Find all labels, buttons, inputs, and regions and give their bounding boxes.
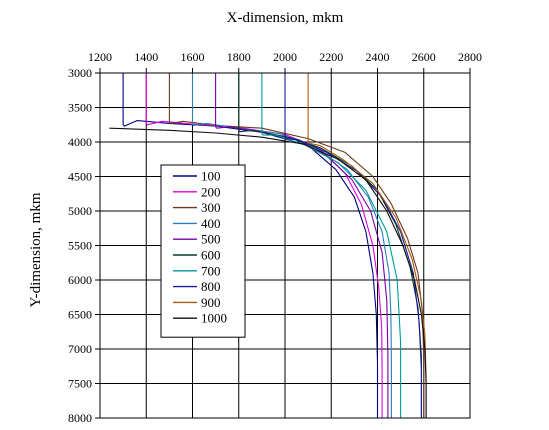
legend-label: 200	[201, 184, 221, 199]
legend-label: 1000	[201, 311, 227, 326]
x-tick-label: 1800	[227, 50, 251, 64]
y-tick-label: 5000	[68, 204, 92, 218]
tick-labels: 1200 1400 1600 1800 2000 2200 2400 2600 2800 3000…	[68, 50, 482, 425]
x-tick-label: 2000	[273, 50, 297, 64]
x-axis-title: X-dimension, mkm	[227, 10, 344, 26]
y-tick-label: 5500	[68, 239, 92, 253]
x-tick-label: 2800	[458, 50, 482, 64]
legend-label: 500	[201, 232, 221, 247]
x-tick-label: 1600	[181, 50, 205, 64]
legend-label: 100	[201, 169, 221, 184]
legend-label: 300	[201, 200, 221, 215]
series-line-700	[261, 73, 402, 418]
y-axis-title: Y-dimension, mkm	[28, 192, 44, 307]
legend-label: 900	[201, 295, 221, 310]
gridlines	[95, 68, 471, 419]
series-line-900	[307, 73, 427, 418]
x-tick-label: 2200	[319, 50, 343, 64]
x-tick-label: 2400	[366, 50, 390, 64]
legend-label: 600	[201, 248, 221, 263]
y-tick-label: 4000	[68, 135, 92, 149]
legend-label: 700	[201, 263, 221, 278]
y-tick-label: 3500	[68, 101, 92, 115]
y-tick-label: 3000	[68, 66, 92, 80]
y-tick-label: 7000	[68, 342, 92, 356]
legend-box	[160, 164, 246, 338]
legend-label: 800	[201, 279, 221, 294]
series-line-500	[215, 73, 389, 418]
x-tick-label: 1200	[88, 50, 112, 64]
y-tick-label: 6500	[68, 308, 92, 322]
y-tick-label: 7500	[68, 377, 92, 391]
y-tick-label: 6000	[68, 273, 92, 287]
plot-frame	[99, 72, 471, 419]
series-line-800	[284, 73, 422, 418]
x-tick-label: 2600	[412, 50, 436, 64]
series-line-1000	[109, 127, 427, 418]
y-tick-label: 4500	[68, 170, 92, 184]
y-tick-label: 8000	[68, 411, 92, 425]
series-lines	[109, 73, 427, 418]
legend-label: 400	[201, 216, 221, 231]
x-tick-label: 1400	[134, 50, 158, 64]
